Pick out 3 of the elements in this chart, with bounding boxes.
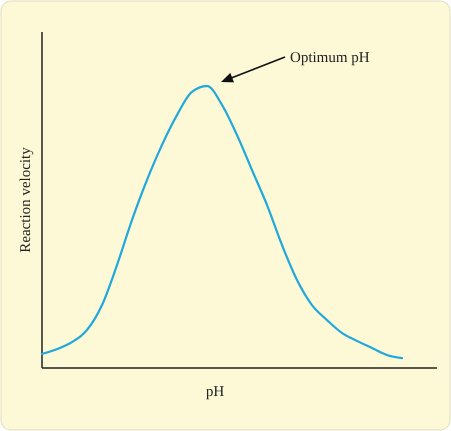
- x-axis-title: pH: [206, 384, 224, 400]
- text: Optimum pH: [290, 50, 370, 66]
- y-axis-title: Reaction velocity: [18, 146, 34, 253]
